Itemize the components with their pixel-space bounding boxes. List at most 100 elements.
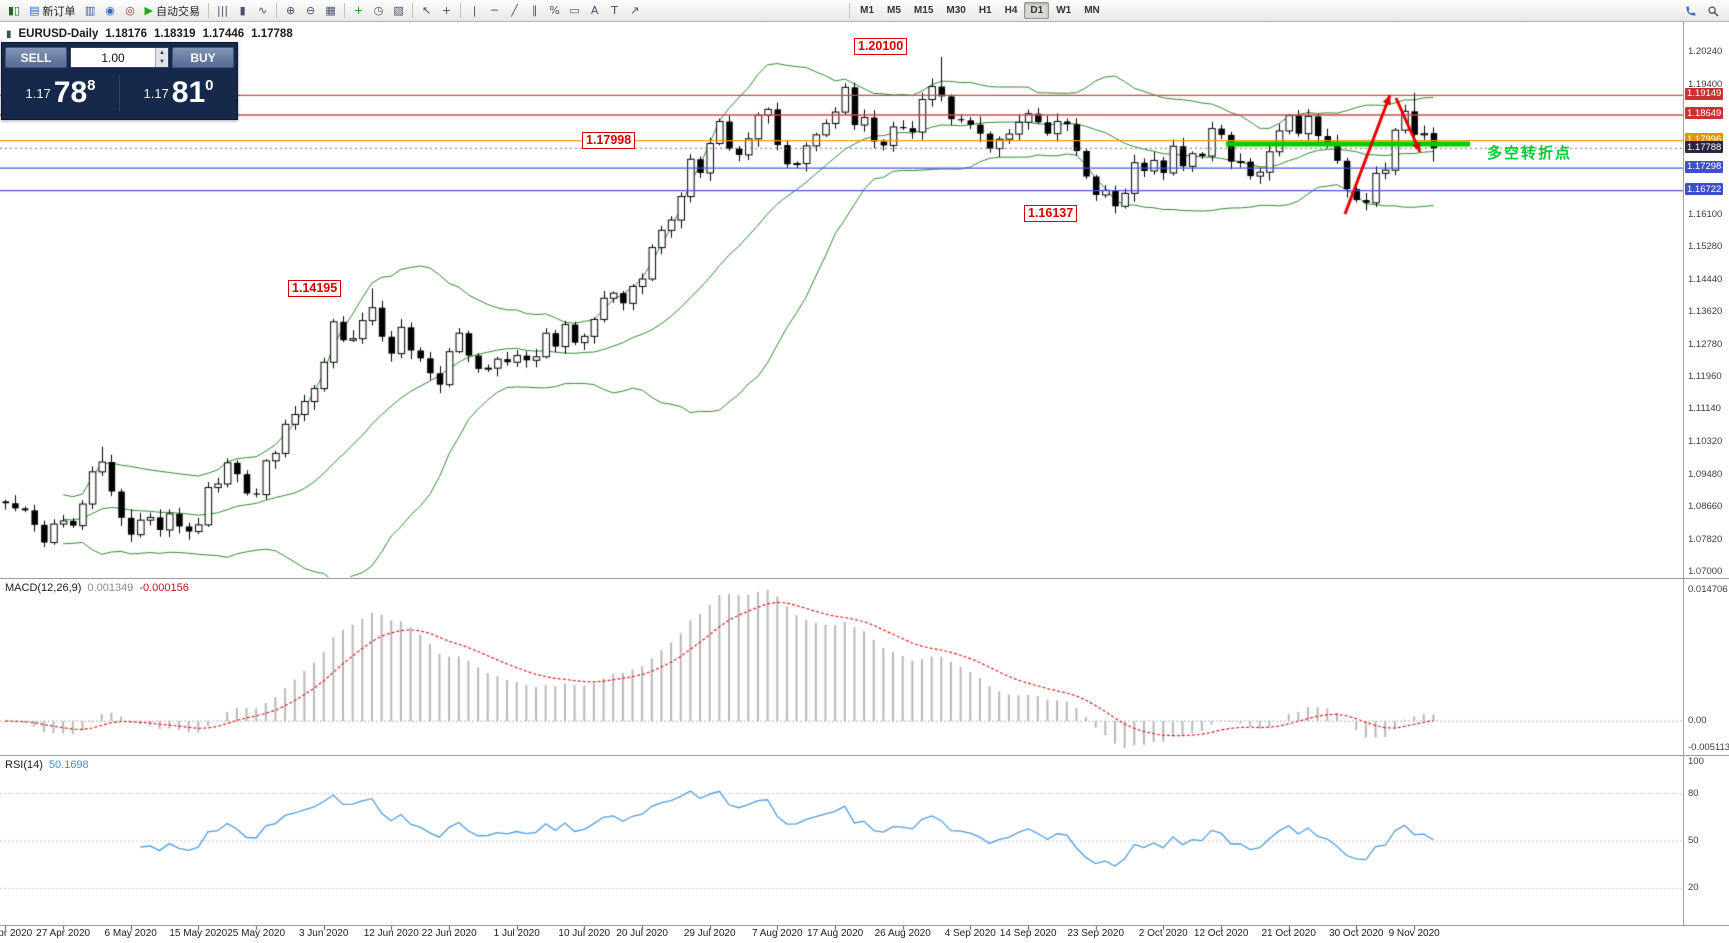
toolbar-separator xyxy=(344,3,346,18)
volume-down-icon[interactable]: ▼ xyxy=(159,59,165,66)
bid-price[interactable]: 1.17 78 8 xyxy=(2,76,119,108)
horizontal-line-icon[interactable]: ─ xyxy=(485,2,504,20)
zoom-in-icon[interactable]: ⊕ xyxy=(281,2,300,20)
trade-panel-divider xyxy=(119,75,120,111)
trendline-icon[interactable]: ╱ xyxy=(505,2,524,20)
date-label: 29 Jul 2020 xyxy=(683,928,736,939)
data-window-icon[interactable]: ◎ xyxy=(121,2,140,20)
arrow-objects-icon[interactable]: ↗ xyxy=(625,2,644,20)
timeframe-m1-button[interactable]: M1 xyxy=(860,5,875,16)
date-label: 17 Aug 2020 xyxy=(807,928,864,939)
volume-up-icon[interactable]: ▲ xyxy=(159,49,165,56)
price-annotation-label[interactable]: 1.17998 xyxy=(582,132,636,149)
date-label: 9 Nov 2020 xyxy=(1388,928,1440,939)
fibonacci-icon: % xyxy=(549,4,560,17)
timeframe-h1-button[interactable]: H1 xyxy=(978,5,992,16)
price-tick: 1.16100 xyxy=(1688,208,1723,220)
chart-info-line: ▮ EURUSD-Daily 1.18176 1.18319 1.17446 1… xyxy=(6,28,293,40)
new-order-button[interactable]: ▤ 新订单 xyxy=(25,2,79,20)
toolbar-separator xyxy=(849,3,851,18)
price-annotation-label[interactable]: 1.16137 xyxy=(1024,205,1078,222)
date-label: 6 May 2020 xyxy=(104,928,157,939)
price-level-badge[interactable]: 1.17788 xyxy=(1685,141,1724,154)
ohlc-high: 1.18319 xyxy=(153,28,196,40)
panel-separator[interactable] xyxy=(0,755,1729,756)
symbol-candles-icon[interactable]: ▮▯ xyxy=(4,2,24,20)
rsi-scale-tick: 20 xyxy=(1688,882,1699,894)
timeframe-m15-button[interactable]: M15 xyxy=(913,5,934,16)
data-window-icon: ◎ xyxy=(125,4,135,17)
timeframe-w1-button[interactable]: W1 xyxy=(1056,5,1072,16)
rsi-scale-tick: 80 xyxy=(1688,787,1699,799)
candlestick-chart-icon[interactable]: ▮ xyxy=(233,2,252,20)
bar-chart-icon[interactable]: ||| xyxy=(213,2,232,20)
buy-button[interactable]: BUY xyxy=(172,47,234,68)
price-tick: 1.14440 xyxy=(1688,273,1723,285)
search-icon[interactable] xyxy=(1703,2,1724,20)
date-label: 17 Apr 2020 xyxy=(0,928,33,939)
channel-icon: ∥ xyxy=(531,4,538,17)
tile-windows-icon: ▦ xyxy=(325,4,336,17)
templates-icon[interactable]: ▧ xyxy=(389,2,408,20)
sell-button[interactable]: SELL xyxy=(5,47,67,68)
text-icon[interactable]: A xyxy=(585,2,604,20)
macd-name: MACD(12,26,9) xyxy=(5,582,82,594)
timeframe-m30-button[interactable]: M30 xyxy=(946,5,966,16)
new-order-button-label: 新订单 xyxy=(42,5,76,18)
bid-pip-digit: 8 xyxy=(87,76,96,94)
label-icon[interactable]: T xyxy=(605,2,624,20)
price-level-badge[interactable]: 1.17298 xyxy=(1685,160,1724,173)
toolbar-separator xyxy=(276,3,278,18)
zoom-out-icon[interactable]: ⊖ xyxy=(301,2,320,20)
trade-panel-top-row: SELL ▲ ▼ BUY xyxy=(2,43,237,69)
bid-prefix: 1.17 xyxy=(25,85,51,101)
chart-canvas[interactable] xyxy=(0,22,1729,943)
fibonacci-icon[interactable]: % xyxy=(545,2,564,20)
phone-icon[interactable] xyxy=(1680,2,1701,20)
horizontal-line-icon: ─ xyxy=(491,4,498,17)
date-label: 27 Apr 2020 xyxy=(36,928,91,939)
volume-field: ▲ ▼ xyxy=(70,47,169,68)
price-annotation-label[interactable]: 1.20100 xyxy=(854,38,908,55)
tile-windows-icon[interactable]: ▦ xyxy=(321,2,340,20)
price-annotation-label[interactable]: 1.14195 xyxy=(288,280,342,297)
templates-icon: ▧ xyxy=(393,4,404,17)
ask-price[interactable]: 1.17 81 0 xyxy=(120,77,237,108)
line-chart-icon[interactable]: ∿ xyxy=(253,2,272,20)
new-chart-icon[interactable]: ▥ xyxy=(81,2,100,20)
line-chart-icon: ∿ xyxy=(258,4,268,17)
cursor-icon[interactable]: ↖ xyxy=(417,2,436,20)
market-watch-icon[interactable]: ◉ xyxy=(101,2,120,20)
price-level-badge[interactable]: 1.19149 xyxy=(1685,87,1724,100)
timeframe-m5-button[interactable]: M5 xyxy=(887,5,901,16)
volume-input[interactable] xyxy=(71,48,155,67)
channel-icon[interactable]: ∥ xyxy=(525,2,544,20)
toolbar: ▮▯ ▤ 新订单 ▥ ◉ ◎ ▶ 自动交易 ||| ▮ ∿ ⊕ ⊖ ▦ + ◷ ▧ ↖ + | ─ ╱ ∥% ▭ A T ↗ M1 M5… xyxy=(0,0,1729,22)
timeframe-d1-button[interactable]: D1 xyxy=(1024,2,1050,19)
periods-icon[interactable]: ◷ xyxy=(369,2,388,20)
new-order-icon: ▤ xyxy=(29,4,40,17)
shapes-icon[interactable]: ▭ xyxy=(565,2,584,20)
vertical-line-icon: | xyxy=(472,4,477,17)
date-label: 1 Jul 2020 xyxy=(493,928,540,939)
date-label: 30 Oct 2020 xyxy=(1329,928,1384,939)
market-watch-icon: ◉ xyxy=(105,4,115,17)
price-tick: 1.15280 xyxy=(1688,240,1723,252)
autotrading-button[interactable]: ▶ 自动交易 xyxy=(141,2,204,20)
price-level-badge[interactable]: 1.16722 xyxy=(1685,183,1724,196)
one-click-trading-panel: SELL ▲ ▼ BUY 1.17 78 8 1.17 81 0 xyxy=(1,42,238,120)
vertical-line-icon[interactable]: | xyxy=(465,2,484,20)
chart-objects-layer: 多空转折点 1.20100 1.17998 1.16137 1.14195 xyxy=(0,22,1683,925)
date-label: 22 Jun 2020 xyxy=(421,928,477,939)
panel-separator[interactable] xyxy=(0,578,1729,579)
rsi-scale-tick: 50 xyxy=(1688,835,1699,846)
price-level-badge[interactable]: 1.18649 xyxy=(1685,107,1724,120)
timeframe-h4-button[interactable]: H4 xyxy=(1004,5,1018,16)
indicators-icon[interactable]: + xyxy=(349,2,368,20)
turning-point-text[interactable]: 多空转折点 xyxy=(1487,145,1573,162)
new-chart-icon: ▥ xyxy=(84,4,96,17)
timeframe-mn-button[interactable]: MN xyxy=(1084,5,1100,16)
price-tick: 1.11960 xyxy=(1688,371,1722,383)
crosshair-icon[interactable]: + xyxy=(437,2,456,20)
ask-prefix: 1.17 xyxy=(143,85,169,101)
